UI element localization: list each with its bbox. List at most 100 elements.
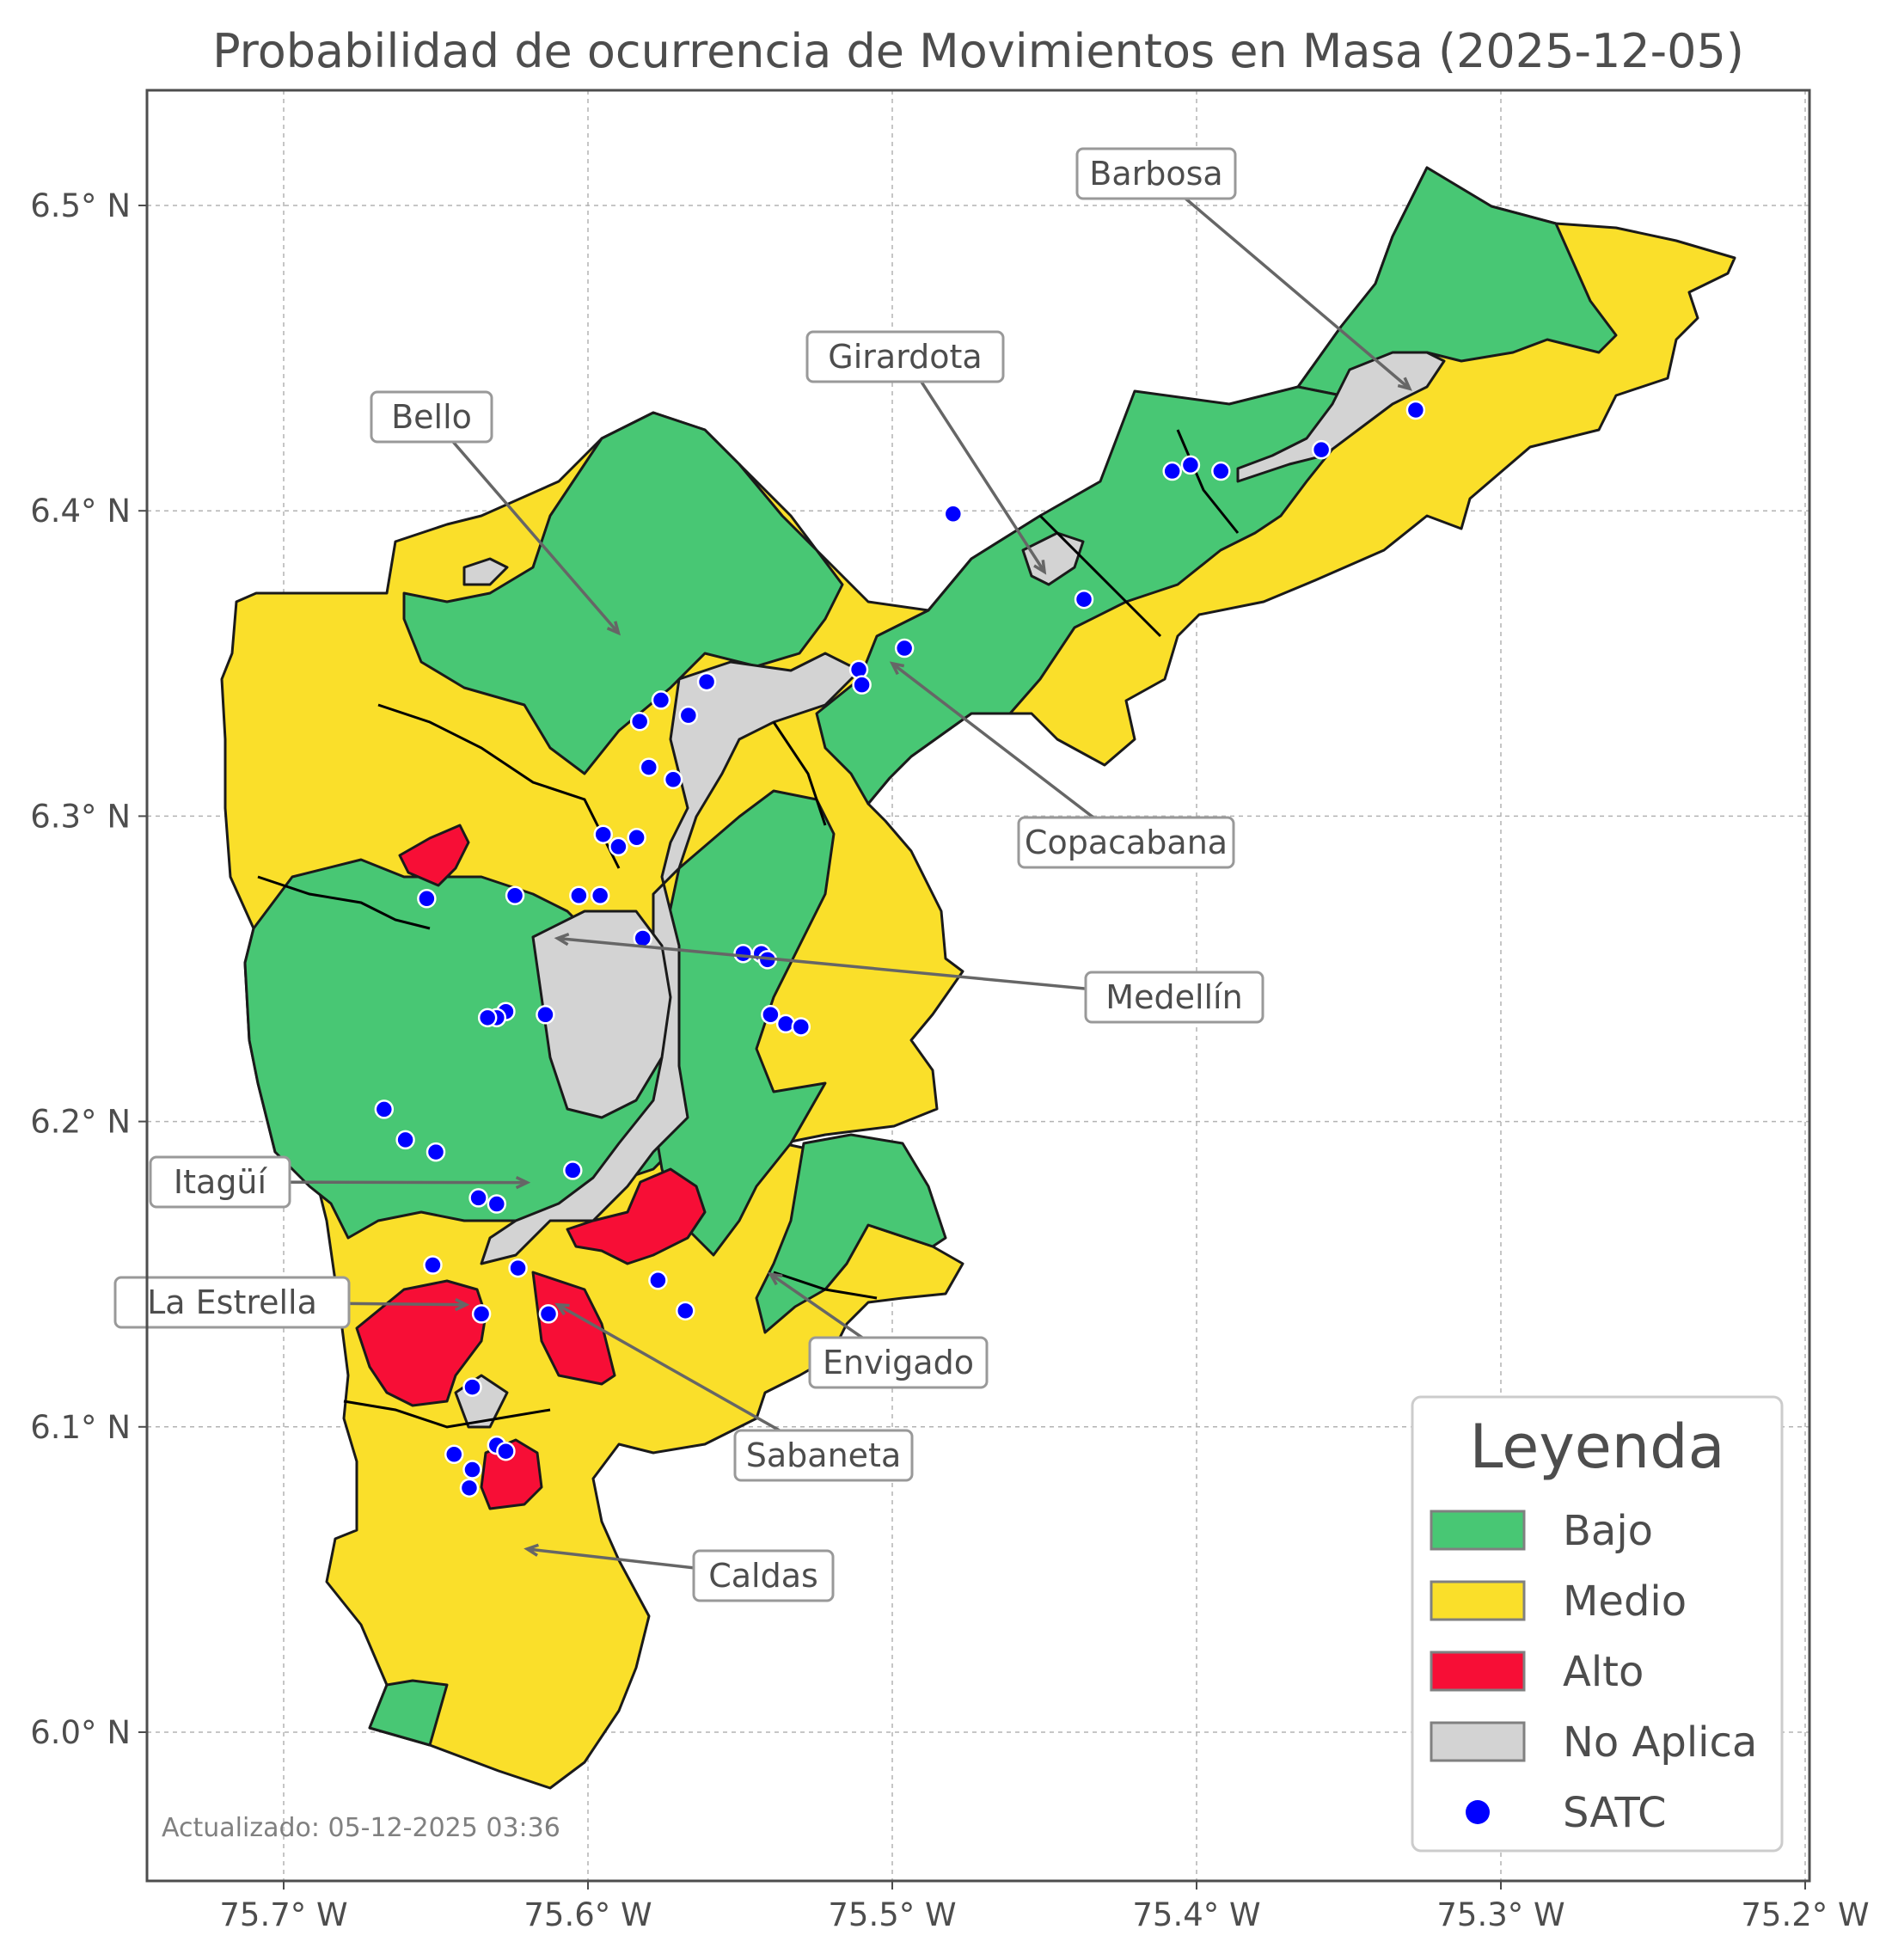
- satc-station-point: [894, 638, 915, 658]
- callout-arrow: [903, 356, 1046, 573]
- satc-station-point: [678, 705, 699, 726]
- lat-tick-label: 6.5° N: [30, 187, 131, 224]
- legend-swatch: [1430, 1721, 1526, 1762]
- map-title: Probabilidad de ocurrencia de Movimiento…: [212, 24, 1744, 78]
- satc-station-point: [496, 1441, 516, 1461]
- zone-alto-1: [398, 824, 470, 887]
- legend-marker: [1466, 1800, 1490, 1824]
- callout-label-itag-: Itagüí: [174, 1163, 268, 1201]
- satc-station-point: [477, 1008, 498, 1028]
- satc-station-point: [848, 659, 869, 680]
- callout-box: [805, 330, 1005, 383]
- satc-station-point: [648, 1271, 668, 1290]
- callout-arrowhead: [524, 1543, 539, 1557]
- satc-station-point: [462, 1460, 482, 1479]
- lon-tick-label: 75.7° W: [219, 1896, 347, 1933]
- satc-station-point: [374, 1099, 395, 1119]
- zone-alto-4: [531, 1271, 616, 1386]
- callout-box: [113, 1276, 351, 1329]
- satc-stations: [374, 400, 1426, 1498]
- satc-station-point: [629, 712, 650, 732]
- legend-label: Medio: [1563, 1577, 1687, 1626]
- lon-tick-label: 75.6° W: [524, 1896, 652, 1933]
- callout-arrowhead: [606, 621, 621, 636]
- satc-station-point: [426, 1142, 446, 1162]
- callout-arrow: [430, 415, 620, 634]
- satc-station-point: [505, 885, 525, 906]
- callout-box: [370, 390, 493, 444]
- callout-arrowhead: [554, 1302, 570, 1316]
- satc-station-point: [444, 1444, 464, 1465]
- callout-arrow: [557, 936, 1175, 999]
- zone-bajo-south: [368, 1679, 449, 1747]
- satc-station-point: [633, 928, 652, 948]
- satc-station-point: [536, 1005, 555, 1025]
- callout-box: [808, 1336, 989, 1389]
- legend-swatch: [1430, 1580, 1526, 1621]
- callout-label-sabaneta: Sabaneta: [746, 1436, 901, 1474]
- lat-tick-label: 6.0° N: [30, 1714, 131, 1751]
- callout-label-medell-n: Medellín: [1105, 978, 1242, 1016]
- satc-station-point: [639, 757, 659, 777]
- update-footnote: Actualizado: 05-12-2025 03:36: [162, 1813, 560, 1843]
- callout-arrowhead: [768, 1271, 783, 1286]
- callout-label-copacabana: Copacabana: [1025, 824, 1228, 861]
- satc-station-point: [468, 1188, 488, 1208]
- legend-label: No Aplica: [1563, 1718, 1757, 1767]
- zone-alto-5: [480, 1438, 543, 1510]
- satc-station-point: [651, 690, 671, 710]
- satc-station-point: [1405, 400, 1426, 420]
- satc-station-point: [1074, 589, 1094, 609]
- callout-label-girardota: Girardota: [828, 338, 982, 376]
- zone-alto-3: [355, 1279, 487, 1407]
- callout-arrowhead: [454, 1297, 470, 1312]
- callout-arrowhead: [554, 932, 570, 946]
- callout-box: [1075, 147, 1237, 200]
- legend-title: Leyenda: [1469, 1412, 1724, 1482]
- callout-arrow: [1154, 172, 1411, 390]
- satc-station-point: [538, 1304, 559, 1324]
- zone-noaplica-valley: [480, 652, 861, 1265]
- callout-label-barbosa: Barbosa: [1089, 155, 1222, 193]
- zone-alto-2: [566, 1167, 707, 1265]
- satc-station-point: [417, 889, 437, 909]
- callout-box: [692, 1549, 835, 1602]
- legend-label: SATC: [1563, 1789, 1667, 1837]
- callout-box: [1017, 816, 1235, 869]
- municipality-callouts: Barbosa Girardota Bello Copacabana Medellín I…: [113, 147, 1412, 1602]
- satc-station-point: [1162, 461, 1182, 481]
- lon-tick-label: 75.5° W: [828, 1896, 956, 1933]
- satc-station-point: [590, 885, 610, 906]
- satc-station-point: [563, 1161, 583, 1180]
- zone-noaplica-bello: [462, 557, 509, 586]
- satc-station-point: [459, 1478, 480, 1498]
- callout-label-caldas: Caldas: [708, 1557, 818, 1595]
- satc-station-point: [943, 504, 964, 524]
- satc-station-point: [696, 671, 717, 692]
- legend-label: Alto: [1563, 1648, 1644, 1696]
- callout-label-bello: Bello: [391, 398, 472, 436]
- satc-station-point: [733, 943, 753, 964]
- lat-tick-label: 6.3° N: [30, 798, 131, 835]
- satc-station-point: [852, 675, 872, 695]
- zone-noaplica-medellin: [531, 910, 672, 1119]
- satc-station-point: [1211, 461, 1231, 481]
- satc-station-point: [462, 1377, 482, 1397]
- callout-arrowhead: [515, 1175, 531, 1190]
- lon-tick-label: 75.3° W: [1436, 1896, 1564, 1933]
- lat-tick-label: 6.4° N: [30, 493, 131, 530]
- callout-arrowhead: [1033, 560, 1047, 575]
- callout-label-envigado: Envigado: [823, 1344, 974, 1381]
- satc-station-point: [663, 769, 683, 790]
- callout-label-la-estrella: La Estrella: [147, 1283, 317, 1321]
- callout-box: [733, 1429, 914, 1482]
- satc-station-point: [627, 828, 646, 848]
- satc-station-point: [609, 836, 628, 857]
- satc-station-point: [1180, 455, 1201, 475]
- callout-arrowhead: [889, 661, 905, 676]
- satc-station-point: [761, 1005, 781, 1025]
- satc-station-point: [471, 1304, 492, 1324]
- lon-tick-label: 75.4° W: [1132, 1896, 1260, 1933]
- legend-label: Bajo: [1563, 1507, 1653, 1555]
